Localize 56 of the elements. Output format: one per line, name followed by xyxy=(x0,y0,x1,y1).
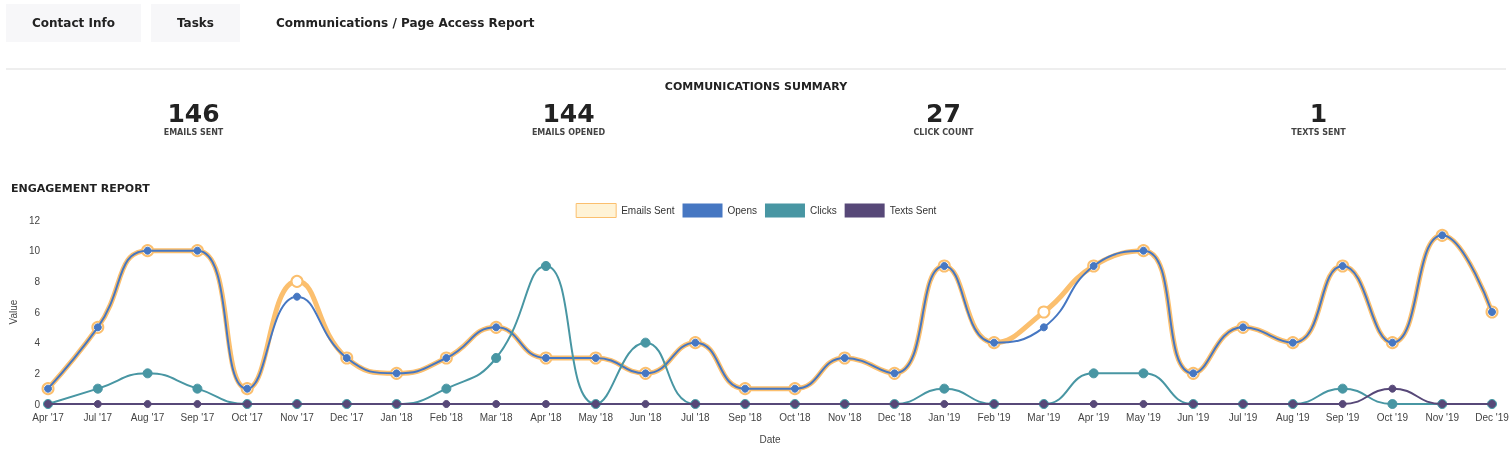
x-axis-title: Date xyxy=(759,433,782,445)
x-tick-label: Oct '18 xyxy=(779,411,812,423)
legend-label: Emails Sent xyxy=(621,205,675,216)
x-tick-label: Oct '17 xyxy=(231,411,264,423)
x-tick-label: Sep '19 xyxy=(1325,411,1360,423)
x-tick-label: May '19 xyxy=(1126,411,1162,423)
x-tick-label: Nov '19 xyxy=(1425,411,1460,423)
x-tick-label: Feb '18 xyxy=(429,411,464,423)
y-tick-label: 12 xyxy=(28,214,41,226)
x-tick-label: Apr '18 xyxy=(530,411,563,423)
x-tick-label: Mar '18 xyxy=(479,411,514,423)
x-tick-label: Nov '18 xyxy=(827,411,862,423)
x-tick-label: Dec '19 xyxy=(1475,411,1510,423)
y-tick-label: 0 xyxy=(34,398,41,410)
category-label: EMAILS OPENED xyxy=(530,128,607,137)
chart-title: ENGAGEMENT REPORT xyxy=(11,182,151,195)
text: Tasks xyxy=(150,4,240,42)
y-axis-title: Value xyxy=(7,299,19,325)
x-tick-label: Aug '19 xyxy=(1276,411,1311,423)
y-tick-label: 4 xyxy=(34,337,41,349)
y-tick-label: 8 xyxy=(34,275,41,287)
data-label: 146 xyxy=(166,99,221,128)
category-label: EMAILS SENT xyxy=(162,128,225,137)
text: Communications / Page Access Report xyxy=(274,15,536,32)
y-tick-label: 6 xyxy=(34,306,41,318)
x-tick-label: Apr '19 xyxy=(1077,411,1110,423)
x-tick-label: Sep '18 xyxy=(728,411,763,423)
data-label: 144 xyxy=(541,99,596,128)
legend-label: Clicks xyxy=(809,205,837,216)
x-tick-label: Jan '18 xyxy=(380,411,413,423)
x-tick-label: Jul '17 xyxy=(83,411,113,423)
x-tick-label: Sep '17 xyxy=(180,411,215,423)
data-label: 27 xyxy=(925,99,962,128)
x-tick-label: Aug '17 xyxy=(130,411,165,423)
x-tick-label: Dec '17 xyxy=(329,411,365,423)
x-tick-label: Dec '18 xyxy=(877,411,912,423)
y-tick-label: 2 xyxy=(34,367,41,379)
x-tick-label: Jun '18 xyxy=(629,411,662,423)
category-label: TEXTS SENT xyxy=(1290,128,1347,137)
legend-label: Opens xyxy=(727,205,757,216)
x-tick-label: Jun '19 xyxy=(1177,411,1210,423)
category-label: CLICK COUNT xyxy=(912,128,975,137)
x-tick-label: May '18 xyxy=(578,411,614,423)
x-tick-label: Jan '19 xyxy=(928,411,961,423)
x-tick-label: Apr '17 xyxy=(32,411,65,423)
x-tick-label: Feb '19 xyxy=(977,411,1012,423)
x-tick-label: Oct '19 xyxy=(1376,411,1409,423)
x-tick-label: Jul '18 xyxy=(681,411,711,423)
legend-label: Texts Sent xyxy=(889,205,937,216)
y-tick-label: 10 xyxy=(28,245,41,257)
data-label: 1 xyxy=(1308,99,1329,128)
text: COMMUNICATIONS SUMMARY xyxy=(663,80,849,93)
x-tick-label: Jul '19 xyxy=(1228,411,1258,423)
x-tick-label: Mar '19 xyxy=(1027,411,1061,423)
text: Contact Info xyxy=(6,4,141,42)
x-tick-label: Nov '17 xyxy=(280,411,315,423)
